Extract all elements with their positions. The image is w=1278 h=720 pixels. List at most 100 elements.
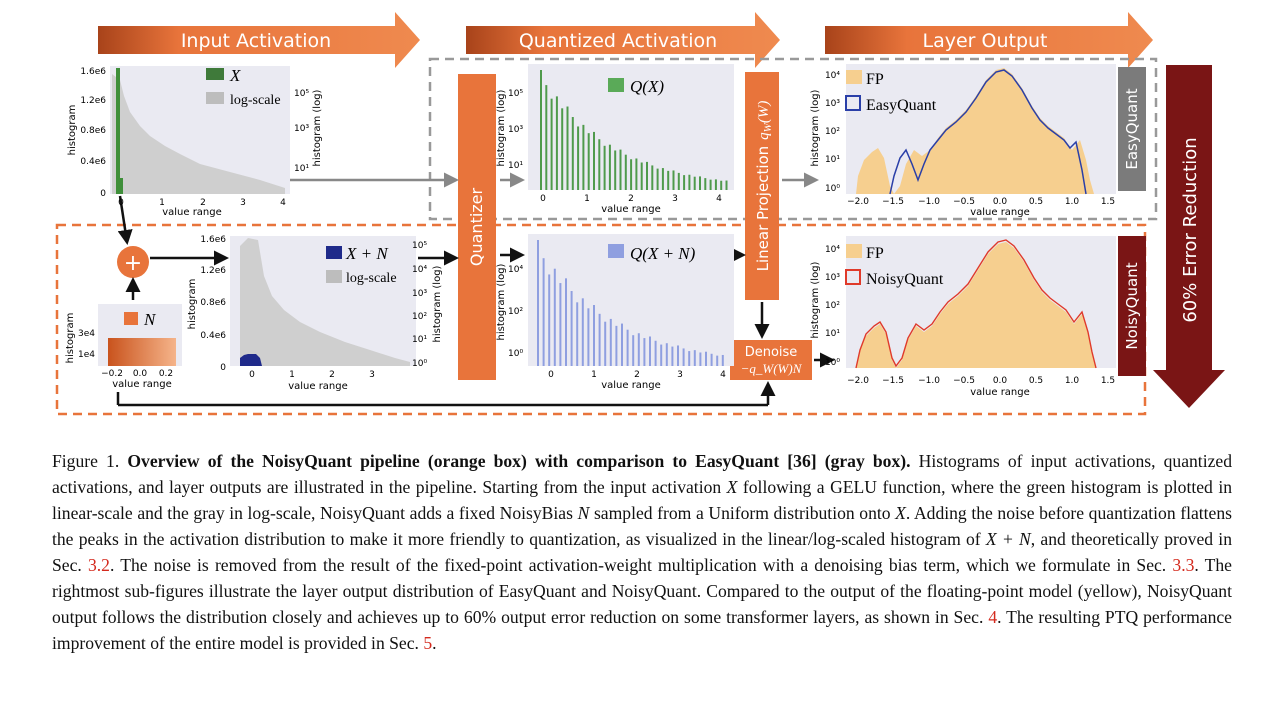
- histogram-bar: [587, 133, 590, 190]
- x-tick: 2: [628, 194, 634, 204]
- histogram-bar: [677, 172, 680, 190]
- y-tick: 3e4: [78, 329, 95, 339]
- histogram-bar: [604, 321, 607, 366]
- y-tick: 10⁰: [825, 358, 840, 368]
- histogram-bar: [553, 268, 556, 366]
- y-tick: 10⁰: [508, 349, 523, 359]
- x-tick: 4: [280, 198, 286, 208]
- legend-easyquant: EasyQuant: [866, 97, 937, 114]
- caption-title: Overview of the NoisyQuant pipeline (ora…: [127, 451, 911, 471]
- histogram-bar: [725, 180, 728, 190]
- x-tick: 2: [329, 370, 335, 380]
- y2-tick: 10¹: [294, 164, 309, 174]
- x-label: value range: [162, 207, 222, 218]
- section-link[interactable]: 5: [423, 633, 433, 653]
- histogram-bar: [699, 352, 702, 366]
- histogram-bar: [626, 329, 629, 366]
- qw-arg: (W): [756, 101, 772, 124]
- y-tick: 0: [220, 363, 226, 373]
- histogram-bar: [721, 354, 724, 366]
- plus-sign: +: [124, 251, 142, 276]
- y-tick: 0.8e6: [80, 126, 106, 136]
- plot-output-easyquant: FP EasyQuant 10⁴ 10³ 10² 10¹ 10⁰ histogr…: [810, 64, 1116, 218]
- easyquant-side-label: EasyQuant: [1123, 88, 1141, 169]
- histogram-bar: [665, 343, 668, 366]
- histogram-bar: [603, 145, 606, 190]
- histogram-bar: [609, 318, 612, 366]
- plus-node: +: [117, 246, 149, 278]
- histogram-bar: [621, 323, 623, 366]
- x-tick: 1: [289, 370, 295, 380]
- section-link[interactable]: 3.3: [1172, 555, 1195, 575]
- histogram-bar: [587, 308, 590, 366]
- section-link[interactable]: 3.2: [87, 555, 110, 575]
- qx-bars: [540, 70, 728, 190]
- histogram-bar: [643, 338, 646, 366]
- y-tick: 10¹: [825, 329, 840, 339]
- section-link[interactable]: 4: [988, 607, 998, 627]
- y2-label: histogram (log): [312, 89, 323, 166]
- x-tick: 1: [584, 194, 590, 204]
- histogram-bar: [710, 353, 713, 366]
- error-reduction-label: 60% Error Reduction: [1180, 137, 1201, 322]
- y-tick: 10²: [825, 301, 840, 311]
- histogram-bar: [656, 168, 659, 190]
- x-tick: 2: [200, 198, 206, 208]
- y-label: histogram (log): [496, 263, 507, 340]
- histogram-bar: [654, 340, 657, 366]
- histogram-bar: [716, 355, 719, 366]
- x-tick: −1.0: [918, 376, 940, 386]
- log-scale-histogram: [112, 74, 285, 194]
- legend-fp: FP: [866, 71, 884, 88]
- legend-n: N: [143, 310, 157, 329]
- histogram-bar: [615, 325, 618, 366]
- x-tick: 1.0: [1065, 197, 1080, 207]
- noisyquant-side-tab: NoisyQuant: [1118, 236, 1146, 376]
- histogram-bar: [672, 170, 675, 190]
- y-tick: 10⁴: [825, 245, 840, 255]
- plot-input-xn: X + N log-scale 1.6e6 1.2e6 0.8e6 0.4e6 …: [187, 235, 443, 392]
- xn-linear-histogram: [240, 354, 262, 366]
- histogram-bar: [542, 258, 545, 366]
- histogram-bar: [550, 98, 553, 190]
- quantizer-label: Quantizer: [467, 187, 486, 266]
- plot-area: [528, 234, 734, 366]
- denoise-block: Denoise −q_W(W)N: [730, 340, 812, 380]
- x-tick: 4: [716, 194, 722, 204]
- stage-arrow-quantized: Quantized Activation: [466, 12, 780, 68]
- stage-label-input: Input Activation: [181, 30, 331, 52]
- y-tick: 0.4e6: [200, 331, 226, 341]
- y-tick: 10⁴: [825, 71, 840, 81]
- legend-xn: X + N: [345, 244, 389, 263]
- x-tick: 0: [548, 370, 554, 380]
- y-tick: 1.6e6: [80, 67, 106, 77]
- x-tick: 2: [634, 370, 640, 380]
- figure-caption: Figure 1. Overview of the NoisyQuant pip…: [52, 451, 1233, 653]
- noisyquant-curve: [855, 239, 1097, 369]
- x-tick: 1: [159, 198, 165, 208]
- histogram-bar: [705, 351, 707, 366]
- quantizer-block: Quantizer: [458, 74, 496, 380]
- x-tick: 3: [677, 370, 683, 380]
- easyquant-box: [428, 57, 1158, 221]
- histogram-bar: [559, 283, 562, 366]
- histogram-bar: [537, 240, 539, 366]
- histogram-bar: [704, 178, 707, 190]
- y2-tick: 10⁵: [412, 241, 427, 251]
- x-tick: 0.5: [1029, 197, 1043, 207]
- x-tick: −2.0: [847, 197, 869, 207]
- y-label: histogram: [65, 313, 76, 364]
- qxn-bars: [537, 240, 724, 366]
- x-tick: −0.5: [953, 197, 975, 207]
- histogram-bar: [540, 70, 542, 190]
- histogram-bar: [637, 333, 640, 366]
- histogram-bar: [545, 85, 548, 190]
- histogram-bar: [714, 179, 717, 190]
- y-tick: 10²: [825, 127, 840, 137]
- histogram-bar: [682, 348, 685, 366]
- x-label: value range: [970, 387, 1030, 398]
- easyquant-side-tab: EasyQuant: [1118, 67, 1146, 191]
- y-label: histogram: [67, 105, 78, 156]
- histogram-bar: [709, 179, 712, 190]
- noisyquant-box: [55, 223, 1147, 416]
